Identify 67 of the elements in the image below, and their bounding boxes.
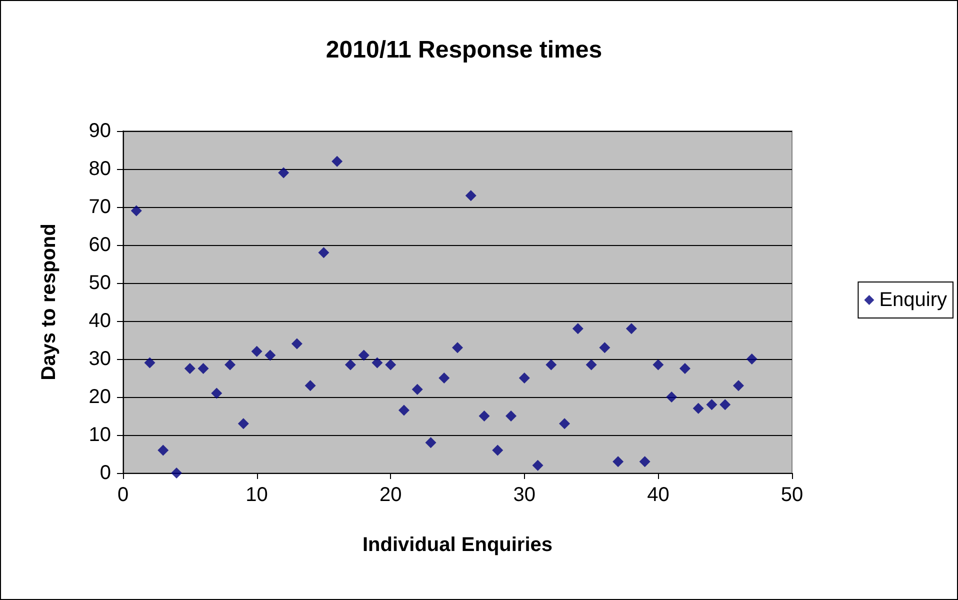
point xyxy=(746,354,758,364)
point xyxy=(532,460,544,471)
point xyxy=(572,323,584,334)
y-tick-label: 0 xyxy=(100,462,111,484)
point xyxy=(518,372,530,384)
point xyxy=(478,410,490,422)
point xyxy=(318,247,330,258)
point xyxy=(492,444,504,456)
point xyxy=(666,392,678,402)
point xyxy=(559,418,570,430)
y-tick-label: 30 xyxy=(88,348,111,370)
point xyxy=(144,357,156,368)
point xyxy=(639,456,650,468)
point xyxy=(412,384,423,395)
point xyxy=(425,437,436,448)
x-tick-label: 40 xyxy=(647,484,670,506)
point xyxy=(372,357,383,368)
point xyxy=(158,444,169,456)
point xyxy=(438,372,450,384)
point xyxy=(452,342,463,354)
y-tick-label: 10 xyxy=(88,424,111,446)
point xyxy=(211,388,222,399)
chart-title: 2010/11 Response times xyxy=(326,36,602,64)
x-tick-label: 30 xyxy=(513,484,536,506)
point xyxy=(198,363,209,374)
y-tick-label: 60 xyxy=(88,234,111,256)
point xyxy=(465,190,476,202)
point xyxy=(291,338,302,350)
point xyxy=(626,323,637,334)
x-tick-label: 50 xyxy=(780,484,804,506)
point xyxy=(720,399,731,410)
point xyxy=(238,418,249,430)
point xyxy=(251,346,262,357)
y-tick-label: 90 xyxy=(88,120,111,142)
y-axis-title: Days to respond xyxy=(38,224,60,380)
point xyxy=(612,456,624,468)
x-tick-label: 0 xyxy=(117,484,129,506)
point xyxy=(344,359,356,370)
point xyxy=(679,363,690,374)
point xyxy=(732,380,744,392)
point xyxy=(304,380,316,392)
point xyxy=(692,402,704,414)
point xyxy=(264,350,276,361)
point xyxy=(224,359,236,370)
y-tick-label: 70 xyxy=(88,196,111,218)
point xyxy=(130,205,142,216)
point xyxy=(385,359,396,370)
point xyxy=(184,363,196,374)
point xyxy=(652,359,664,370)
y-tick-label: 50 xyxy=(88,272,111,294)
point xyxy=(398,404,410,416)
y-tick-label: 80 xyxy=(88,158,111,180)
point xyxy=(546,359,557,370)
x-tick-label: 20 xyxy=(379,484,402,506)
legend-label: Enquiry xyxy=(879,289,947,311)
y-tick-label: 40 xyxy=(88,310,111,332)
x-tick-label: 10 xyxy=(246,484,268,506)
point xyxy=(332,156,343,167)
y-tick-label: 20 xyxy=(88,386,111,408)
point xyxy=(171,468,182,478)
point xyxy=(506,410,517,422)
point xyxy=(586,359,597,370)
point xyxy=(278,167,290,178)
point xyxy=(358,350,370,361)
point xyxy=(706,399,718,410)
x-axis-title: Individual Enquiries xyxy=(362,534,553,556)
point xyxy=(599,342,610,354)
